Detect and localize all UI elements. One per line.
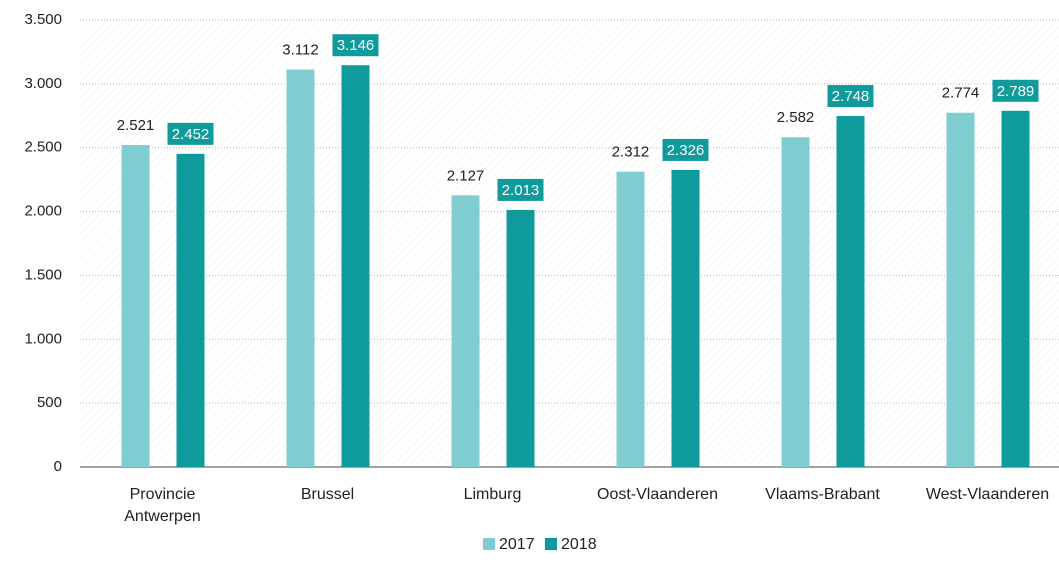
value-label: 2.774	[942, 85, 980, 102]
value-label-box	[167, 122, 214, 145]
bar	[946, 112, 975, 467]
bar	[341, 65, 370, 468]
bar	[286, 69, 315, 467]
bar	[671, 169, 700, 467]
bar	[616, 171, 645, 467]
y-tick-label: 500	[37, 394, 62, 411]
bar	[506, 209, 535, 468]
bar	[176, 153, 205, 467]
value-label-box	[497, 178, 544, 201]
x-tick-label: Vlaams-Brabant	[765, 486, 880, 503]
bar	[121, 145, 150, 467]
value-label: 2.326	[667, 142, 705, 159]
value-label-box	[332, 34, 379, 57]
x-tick-label: Oost-Vlaanderen	[597, 486, 718, 503]
y-tick-label: 0	[54, 458, 62, 475]
value-label: 2.748	[832, 88, 870, 105]
value-label: 2.452	[172, 126, 210, 143]
y-tick-label: 3.500	[24, 11, 62, 28]
x-tick-label: Brussel	[300, 486, 355, 503]
x-tick-label: Limburg	[463, 486, 522, 503]
y-tick-label: 1.500	[24, 266, 62, 283]
legend-label: 2017	[499, 536, 535, 553]
value-label: 2.312	[612, 144, 650, 161]
legend-label: 2018	[561, 536, 597, 553]
x-tick-label: West-Vlaanderen	[925, 486, 1050, 503]
legend-swatch	[483, 538, 495, 550]
bar	[781, 137, 810, 468]
value-label: 2.013	[502, 182, 540, 199]
value-label-box	[827, 85, 874, 108]
value-label: 2.582	[777, 109, 815, 126]
y-tick-label: 3.000	[24, 75, 62, 92]
value-label-box	[662, 138, 709, 161]
value-label: 2.521	[117, 117, 155, 134]
bar	[451, 195, 480, 467]
y-tick-label: 2.000	[24, 203, 62, 220]
value-label: 3.146	[337, 37, 375, 54]
value-label: 3.112	[282, 42, 318, 59]
y-tick-label: 1.000	[24, 330, 62, 347]
y-tick-label: 2.500	[24, 139, 62, 156]
plot-background	[80, 20, 1059, 467]
value-label: 2.789	[997, 83, 1035, 100]
bar	[1001, 110, 1030, 467]
x-tick-label: Provincie Antwerpen	[124, 486, 201, 525]
legend-swatch	[545, 538, 557, 550]
value-label-box	[992, 79, 1039, 102]
value-label: 2.127	[447, 167, 485, 184]
bar	[836, 116, 865, 468]
